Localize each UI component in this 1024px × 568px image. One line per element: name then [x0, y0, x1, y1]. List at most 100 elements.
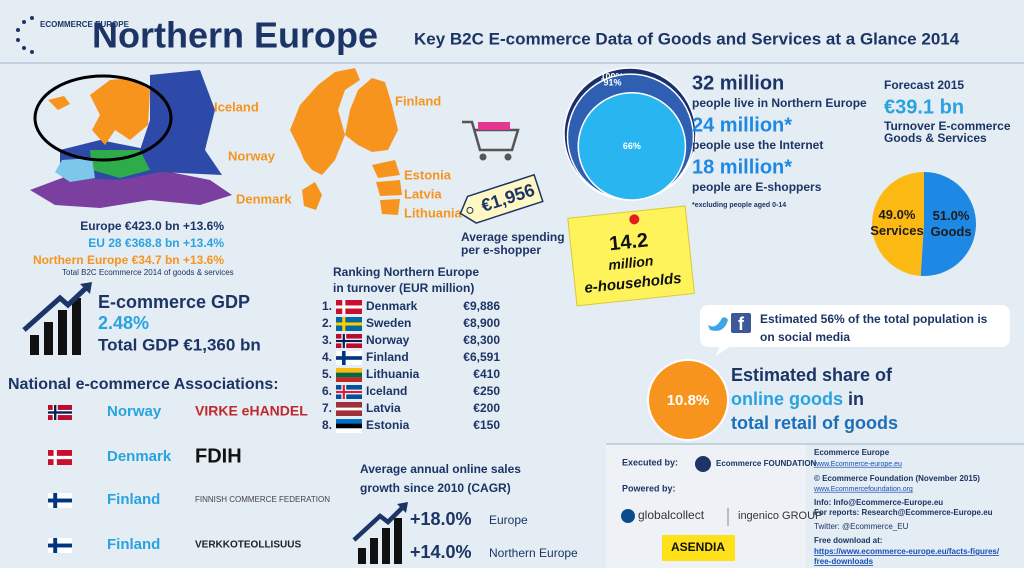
ranking-value: €8,300 — [463, 333, 500, 347]
association-org: VIRKE eHANDEL — [195, 403, 308, 419]
social-text: Estimated 56% of the total population is — [760, 312, 988, 326]
contact-line: Free download at: — [814, 536, 882, 545]
gdp-icon — [22, 282, 92, 355]
circle-label: 66% — [623, 141, 641, 151]
sponsor: globalcollect — [638, 508, 705, 522]
sponsor: ingenico GROUP — [738, 510, 822, 522]
contact-line: © Ecommerce Foundation (November 2015) — [814, 474, 980, 483]
growth-region: Europe — [489, 513, 528, 527]
flag-cross — [336, 339, 362, 343]
stat-text: people live in Northern Europe — [692, 96, 867, 110]
pie-slice — [920, 172, 976, 276]
rank: 4. — [322, 350, 332, 364]
flag-cross — [48, 498, 72, 503]
flag-cross — [336, 390, 362, 394]
rank: 5. — [322, 367, 332, 381]
associations-title: National e-commerce Associations: — [8, 376, 279, 393]
growth-value: +18.0% — [410, 509, 472, 529]
spending-label: per e-shopper — [461, 243, 541, 257]
map-label: Denmark — [236, 191, 292, 206]
flag — [336, 419, 362, 433]
flag-band — [336, 428, 362, 433]
households-number: 14.2 — [608, 229, 649, 255]
ranking-country: Lithuania — [366, 367, 420, 381]
share-circle — [647, 359, 729, 441]
credits-label: Executed by: — [622, 457, 678, 467]
sponsor-box — [662, 535, 735, 561]
growth-rows: +18.0% Europe +14.0% Northern Europe — [410, 509, 578, 562]
flag-cross — [336, 322, 362, 326]
population-circles: 100%91%66% — [563, 67, 697, 201]
ranking-value: €410 — [473, 367, 500, 381]
gdp-total: Total GDP €1,360 bn — [98, 335, 261, 354]
contact-line: www.Ecommercefoundation.org — [813, 486, 913, 493]
growth-region: Northern Europe — [489, 546, 578, 560]
flag — [48, 450, 72, 465]
association-country: Denmark — [107, 448, 172, 465]
nordic-map — [290, 68, 402, 215]
ranking-table: 1. Denmark €9,886 2. Sweden €8,900 3. Norway €8,… — [322, 299, 500, 433]
growth-value: +14.0% — [410, 542, 472, 562]
spending-label: Average spending — [461, 230, 565, 244]
flag — [336, 368, 362, 382]
pie-slice — [871, 172, 924, 276]
pie-name: Goods — [930, 224, 971, 239]
association-org: FINNISH COMMERCE FEDERATION — [195, 495, 330, 504]
association-country: Finland — [107, 536, 160, 553]
contact-line: Twitter: @Ecommerce_EU — [814, 522, 909, 531]
stat-text: people are E-shoppers — [692, 180, 822, 194]
association-org: VERKKOTEOLLISUUS — [195, 540, 301, 551]
credits-executor: Ecommerce FOUNDATION — [716, 459, 817, 468]
stat-number: 18 million* — [692, 156, 792, 178]
ranking-country: Finland — [366, 350, 409, 364]
sponsor: ASENDIA — [671, 540, 725, 554]
logo: ECOMMERCE EUROPE — [16, 16, 130, 54]
share-text: total retail of goods — [731, 413, 898, 433]
share-highlight: online goods — [731, 389, 843, 409]
map-label: Iceland — [214, 99, 259, 114]
flag — [336, 351, 362, 365]
gdp-title: E-commerce GDP — [98, 292, 250, 312]
sticky-note: 14.2 million e-households — [567, 205, 695, 307]
forecast-value: €39.1 bn — [884, 96, 964, 118]
flag — [48, 405, 72, 420]
turnover-note: Total B2C Ecommerce 2014 of goods & serv… — [62, 268, 234, 277]
ranking-value: €9,886 — [463, 299, 500, 313]
circle-label: 91% — [603, 77, 621, 87]
foundation-logo — [695, 456, 711, 472]
rank: 8. — [322, 418, 332, 432]
rank: 7. — [322, 401, 332, 415]
flag-band — [336, 377, 362, 382]
stat-number: 32 million — [692, 72, 784, 94]
ranking-title: in turnover (EUR million) — [333, 281, 474, 295]
association-country: Norway — [107, 403, 162, 420]
population-note: *excluding people aged 0-14 — [692, 202, 786, 209]
ranking-country: Iceland — [366, 384, 407, 398]
rank: 2. — [322, 316, 332, 330]
map-label: Lithuania — [404, 205, 463, 220]
turnover-eu28: EU 28 €368.8 bn +13.4% — [88, 236, 224, 250]
population-circle — [577, 92, 687, 201]
ranking-value: €200 — [473, 401, 500, 415]
flag-cross — [48, 455, 72, 460]
split-pie: 49.0%Services 51.0%Goods — [870, 172, 976, 276]
cart-icon — [462, 120, 520, 161]
stat-number: 24 million* — [692, 114, 792, 136]
price-tag: €1,956 — [459, 173, 544, 224]
ranking-title: Ranking Northern Europe — [333, 265, 479, 279]
households-unit: million — [608, 252, 655, 273]
share-text: Estimated share of — [731, 365, 893, 385]
flag — [336, 385, 362, 399]
rank: 6. — [322, 384, 332, 398]
turnover-northern: Northern Europe €34.7 bn +13.6% — [33, 253, 224, 267]
flag-band — [336, 407, 362, 411]
flag — [336, 402, 362, 416]
ranking-country: Estonia — [366, 418, 410, 432]
share-value: 10.8% — [667, 392, 710, 409]
ranking-country: Norway — [366, 333, 410, 347]
turnover-europe: Europe €423.0 bn +13.6% — [80, 219, 224, 233]
contact-line: https://www.ecommerce-europe.eu/facts-fi… — [814, 547, 1000, 556]
social-box: f Estimated 56% of the total population … — [700, 305, 1010, 356]
flag — [336, 317, 362, 331]
